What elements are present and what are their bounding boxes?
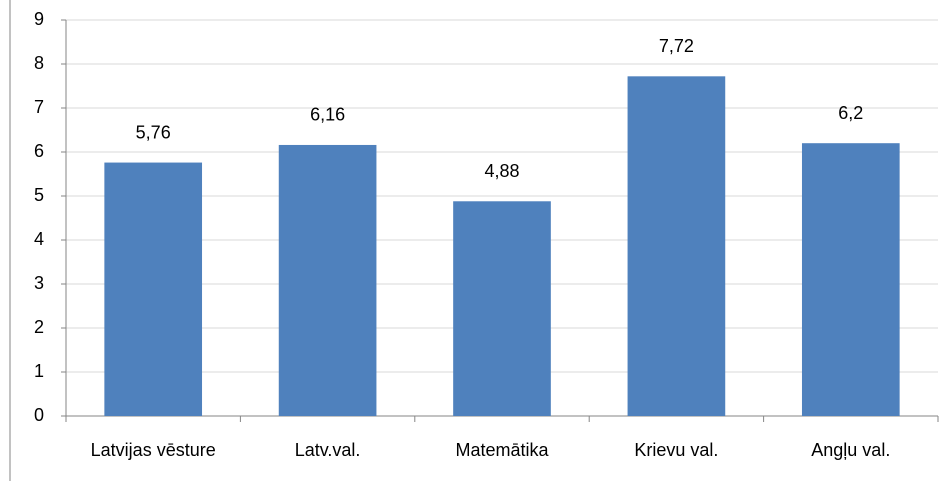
bar (278, 144, 377, 416)
y-tick-label: 1 (34, 361, 44, 381)
y-tick-label: 6 (34, 141, 44, 161)
y-tick-label: 7 (34, 97, 44, 117)
bar (627, 76, 726, 416)
x-tick-label: Latv.val. (295, 440, 361, 460)
data-label: 7,72 (659, 36, 694, 56)
y-tick-label: 9 (34, 9, 44, 29)
y-tick-label: 2 (34, 317, 44, 337)
data-label: 4,88 (484, 161, 519, 181)
data-label: 6,16 (310, 105, 345, 125)
y-tick-label: 4 (34, 229, 44, 249)
bar (801, 143, 900, 416)
x-tick-label: Matemātika (455, 440, 549, 460)
y-tick-label: 0 (34, 405, 44, 425)
y-tick-label: 3 (34, 273, 44, 293)
x-tick-label: Latvijas vēsture (91, 440, 216, 460)
y-tick-label: 8 (34, 53, 44, 73)
data-label: 6,2 (838, 103, 863, 123)
data-label: 5,76 (136, 122, 171, 142)
x-tick-label: Angļu val. (811, 440, 890, 460)
bar (104, 162, 203, 416)
x-tick-label: Krievu val. (634, 440, 718, 460)
y-tick-label: 5 (34, 185, 44, 205)
bar (453, 201, 551, 416)
